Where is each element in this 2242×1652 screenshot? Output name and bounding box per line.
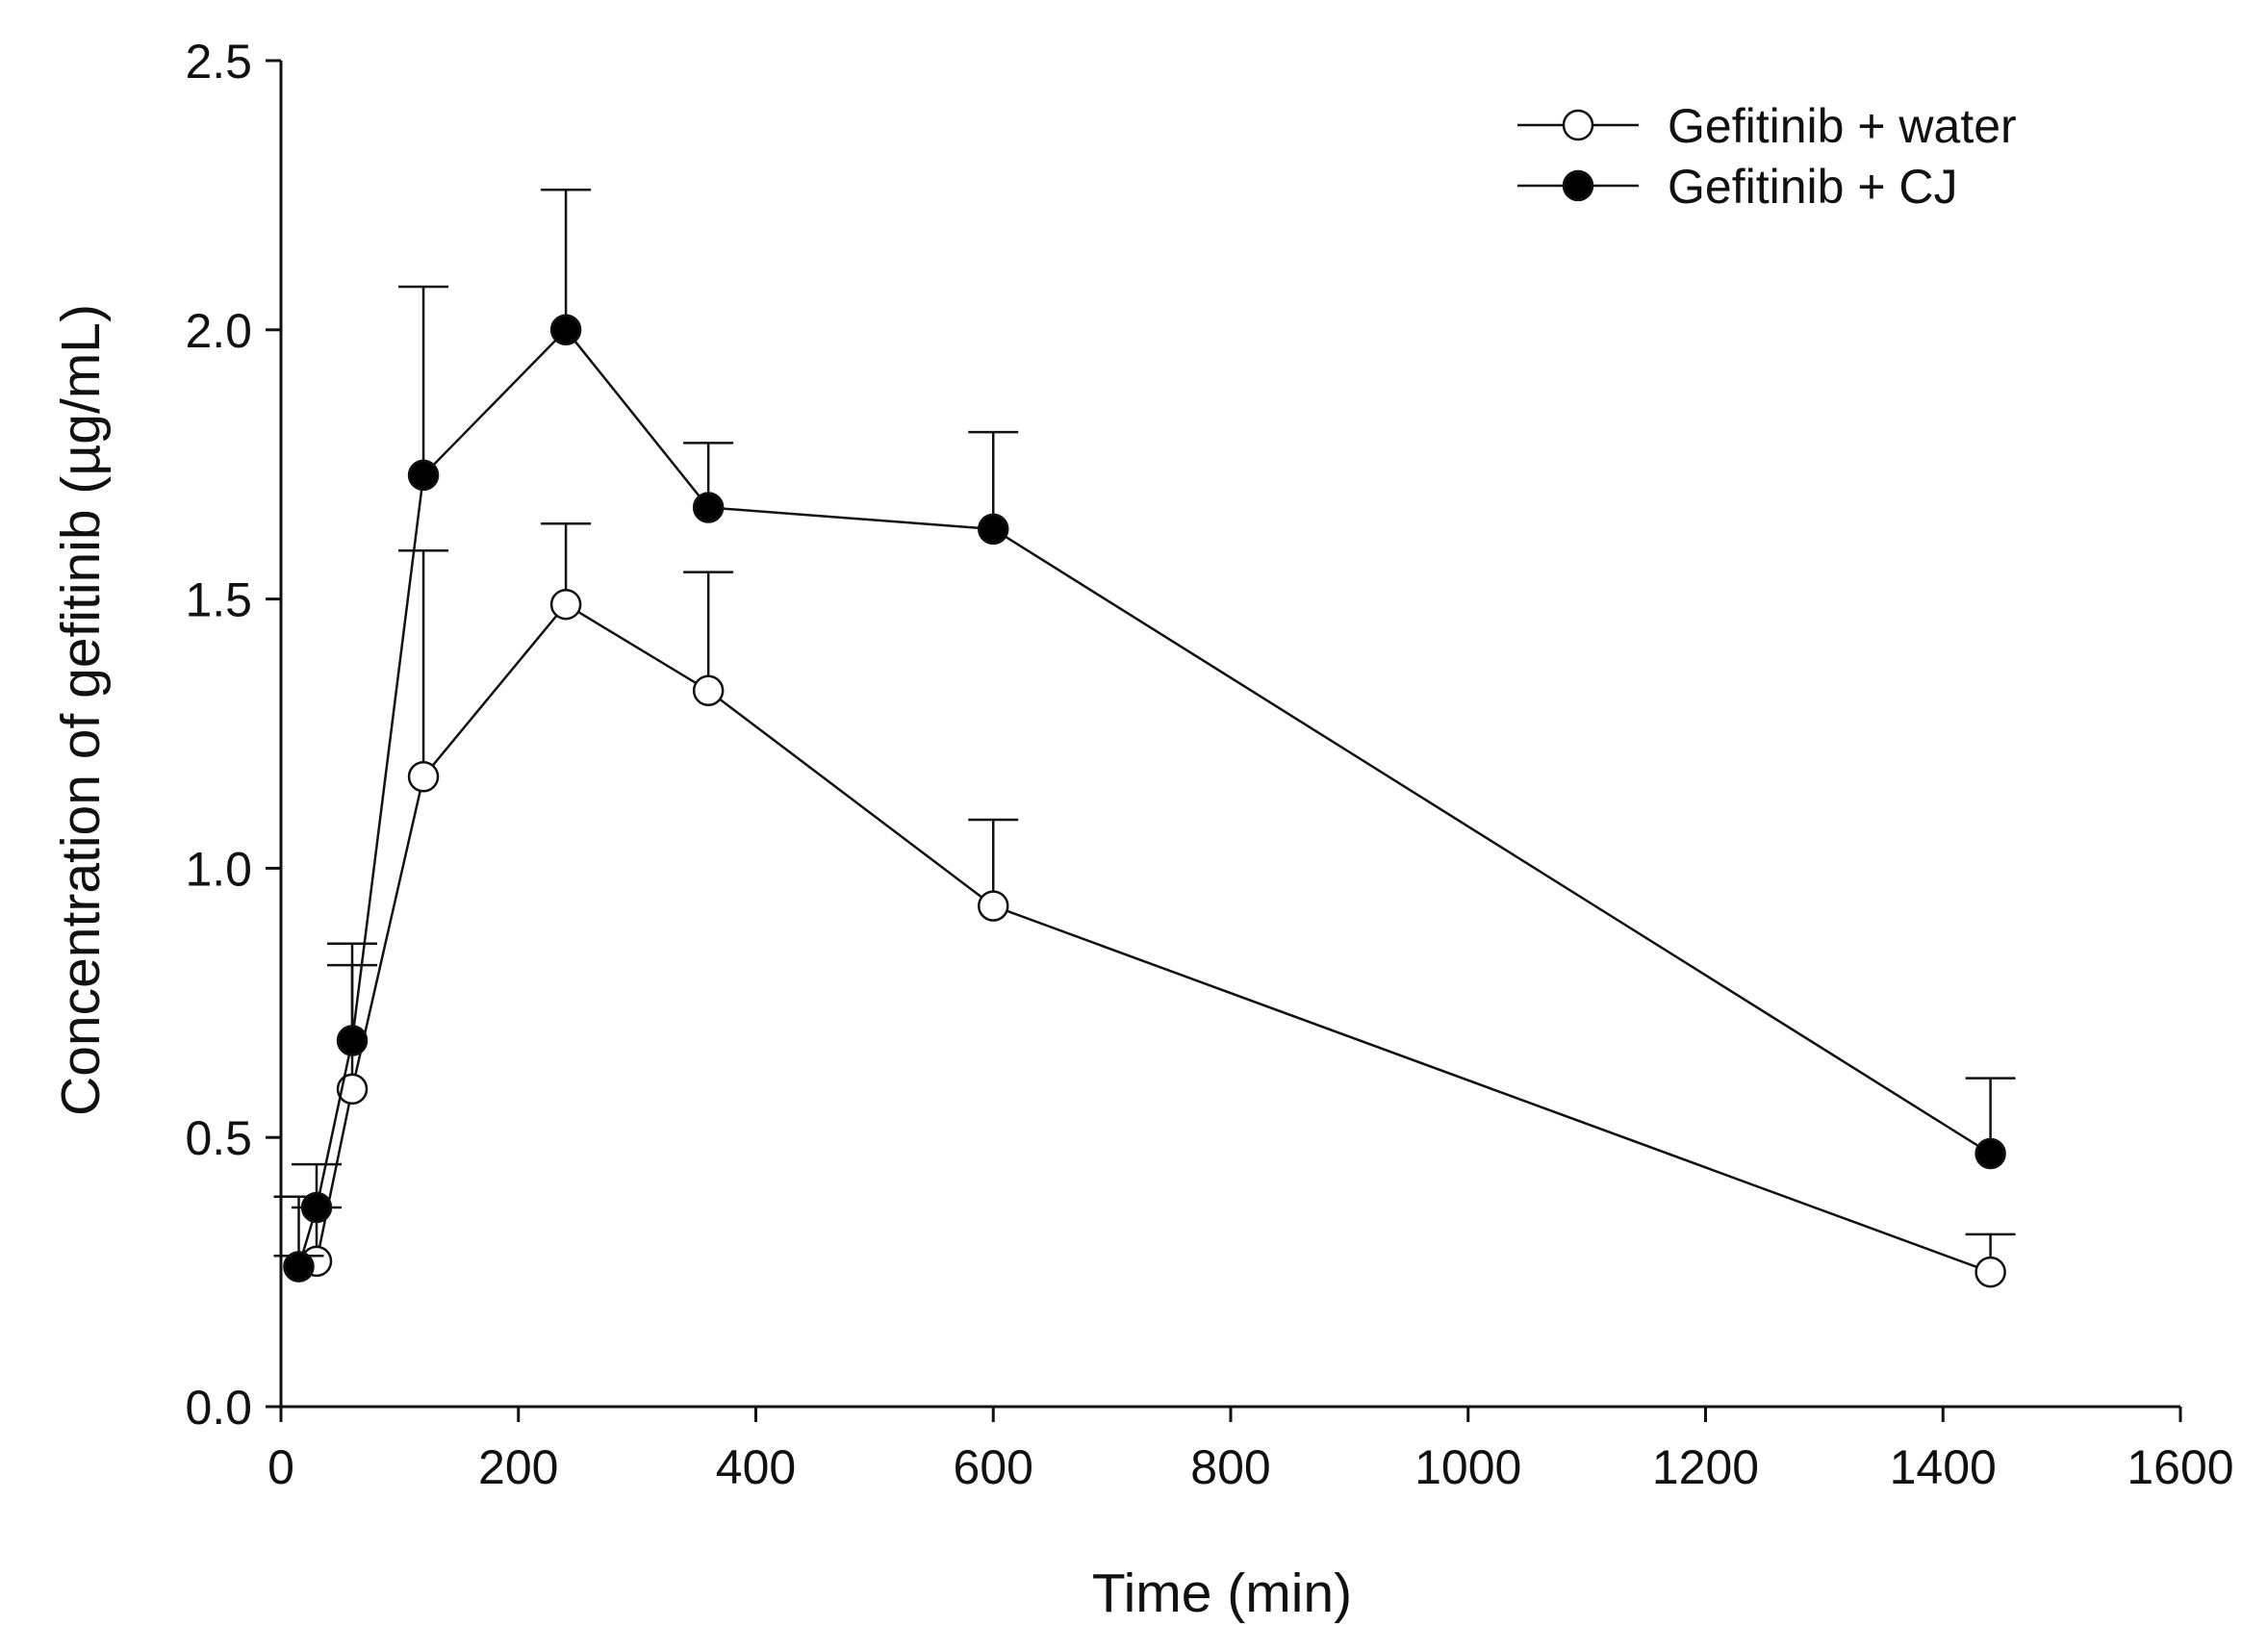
x-axis-title: Time (min) [1092,1563,1352,1624]
data-point [407,459,440,492]
series-layer [273,189,2016,1288]
x-tick-label: 200 [478,1440,558,1494]
series-2 [273,189,2016,1283]
x-tick-label: 600 [954,1440,1033,1494]
y-tick-label: 1.0 [185,842,252,896]
y-tick-label: 0.0 [185,1381,252,1435]
legend-marker [1562,169,1594,202]
axes: 0 200 400 600 800 1000 1200 1400 1600 0.0 0.5 1.0 1.… [185,35,2233,1494]
x-tick-label: 800 [1190,1440,1270,1494]
data-point [336,1025,369,1056]
legend-marker [1562,109,1594,141]
legend-item-1: Gefitinib + water [1517,99,2017,153]
x-tick-label: 0 [268,1440,294,1494]
legend-label: Gefitinib + CJ [1668,160,1958,214]
y-tick-label: 0.5 [185,1111,252,1165]
x-tick-label: 1000 [1414,1440,1521,1494]
y-tick-label: 2.0 [185,304,252,358]
y-tick-label: 1.5 [185,573,252,627]
x-tick-label: 400 [716,1440,796,1494]
data-point [1974,1137,2006,1170]
data-point [1974,1256,2006,1288]
data-point [283,1251,315,1283]
data-point [978,513,1009,546]
data-point [692,492,725,523]
legend-label: Gefitinib + water [1668,99,2017,153]
data-point [549,314,582,346]
series-1 [273,522,2016,1288]
data-point [407,761,440,793]
x-tick-label: 1200 [1652,1440,1759,1494]
series-line [297,327,1992,1267]
data-point [692,674,725,706]
series-line [298,602,1992,1274]
x-tick-label: 1600 [2127,1440,2233,1494]
y-axis-title: Concentration of gefitinib (µg/mL) [50,304,112,1116]
data-point [978,890,1009,922]
data-point [336,1073,369,1106]
y-tick-label: 2.5 [185,35,252,89]
data-point [300,1191,333,1224]
x-tick-label: 1400 [1890,1440,1997,1494]
legend: Gefitinib + water Gefitinib + CJ [1517,99,2017,214]
legend-item-2: Gefitinib + CJ [1517,160,1958,214]
data-point [549,588,582,621]
